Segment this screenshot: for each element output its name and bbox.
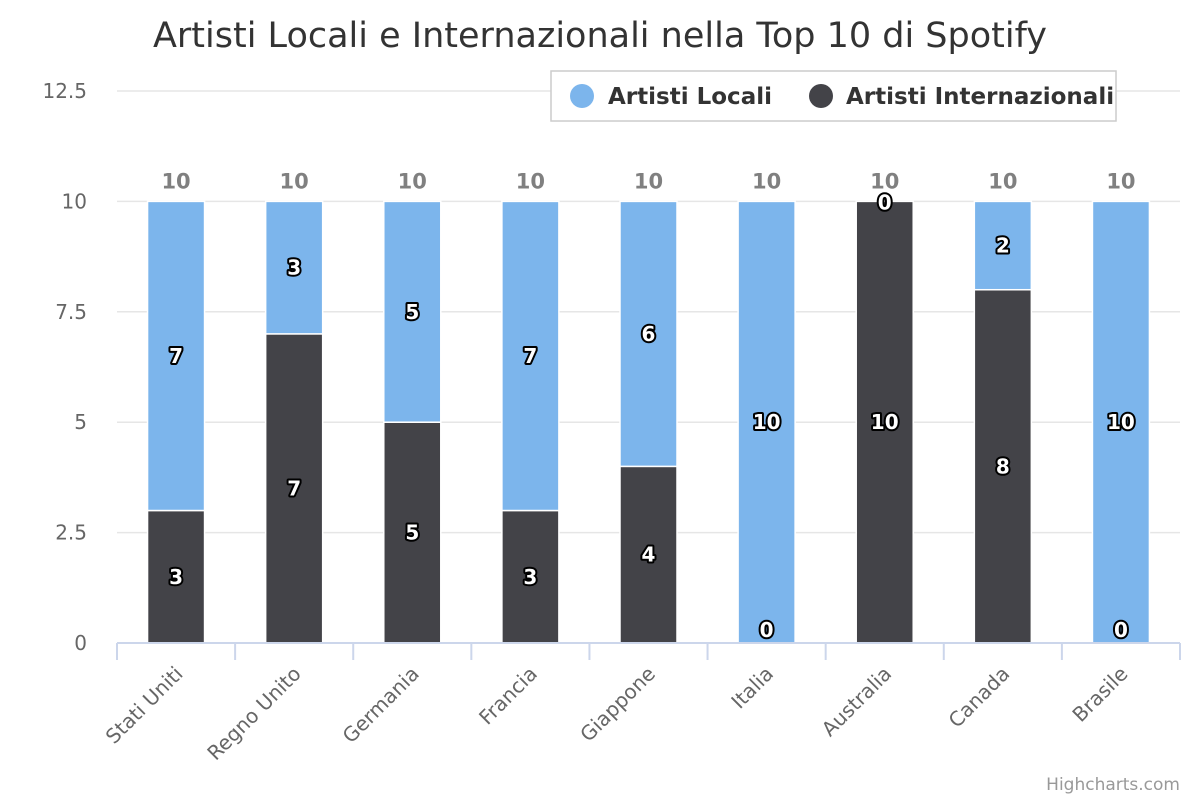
bar-segment[interactable]	[737, 200, 796, 644]
legend-marker	[570, 84, 594, 108]
y-tick-label: 12.5	[42, 79, 87, 103]
data-label: 7	[169, 344, 183, 368]
legend-box	[550, 70, 1117, 122]
y-tick-label: 7.5	[55, 300, 87, 324]
stack-total-label: 10	[398, 169, 427, 193]
x-tick-label: Giappone	[575, 662, 660, 747]
legend-item[interactable]: Artisti Locali	[570, 84, 772, 110]
legend-label: Artisti Internazionali	[846, 84, 1114, 110]
data-label: 3	[169, 565, 183, 589]
x-tick-label: Regno Unito	[202, 662, 305, 765]
stack-total-label: 10	[161, 169, 190, 193]
legend[interactable]: Artisti Locali Artisti Internazionali	[550, 70, 1117, 122]
bar-segment[interactable]	[501, 200, 560, 512]
data-label: 7	[287, 476, 301, 500]
x-axis: Stati Uniti Regno Unito Germania Francia Gia…	[101, 642, 1181, 765]
bar-segment[interactable]	[146, 509, 206, 644]
data-label: 4	[642, 543, 656, 567]
bar-segment[interactable]	[619, 200, 678, 468]
bar-segment[interactable]	[501, 509, 560, 644]
stack-total-label: 10	[280, 169, 309, 193]
stack-total-label: 10	[1106, 169, 1135, 193]
bar-segment[interactable]	[1091, 200, 1151, 644]
x-tick-label: Australia	[817, 662, 897, 742]
data-label: 7	[523, 344, 537, 368]
bar-segment[interactable]	[264, 200, 324, 335]
data-label: 0	[878, 190, 892, 214]
bar-segment[interactable]	[146, 200, 206, 512]
data-label: 5	[405, 300, 419, 324]
data-label: 3	[287, 256, 301, 280]
legend-item[interactable]: Artisti Internazionali	[809, 84, 1114, 110]
x-tick-label: Italia	[726, 662, 778, 714]
stack-total-label: 10	[634, 169, 663, 193]
data-label: 10	[871, 410, 899, 434]
stack-total-label: 10	[752, 169, 781, 193]
data-label: 10	[1107, 410, 1135, 434]
x-tick-label: Germania	[338, 662, 424, 748]
credits-link[interactable]: Highcharts.com	[1046, 775, 1180, 795]
bar-segment[interactable]	[383, 200, 442, 423]
x-tick-label: Canada	[944, 662, 1015, 733]
data-label: 2	[996, 234, 1010, 258]
legend-marker	[809, 84, 833, 108]
y-axis: 0 2.5 5 7.5 10 12.5	[42, 79, 87, 655]
data-label: 8	[996, 454, 1010, 478]
data-label: 3	[523, 565, 537, 589]
stack-total-label: 10	[988, 169, 1017, 193]
data-label: 0	[760, 618, 774, 642]
bar-segment[interactable]	[855, 200, 914, 644]
y-tick-label: 5	[74, 410, 87, 434]
legend-label: Artisti Locali	[608, 84, 772, 110]
bar-segment[interactable]	[973, 288, 1033, 644]
data-label: 0	[1114, 618, 1128, 642]
bar-segment[interactable]	[973, 200, 1033, 291]
x-tick-label: Francia	[474, 662, 542, 730]
data-label: 6	[642, 322, 656, 346]
y-tick-label: 0	[74, 631, 87, 655]
y-tick-label: 10	[62, 189, 87, 213]
stack-total-label: 10	[516, 169, 545, 193]
data-label: 5	[405, 521, 419, 545]
chart-title: Artisti Locali e Internazionali nella To…	[153, 16, 1047, 56]
x-tick-label: Stati Uniti	[101, 662, 188, 749]
x-tick-label: Brasile	[1067, 662, 1132, 727]
bar-segment[interactable]	[619, 465, 678, 644]
y-tick-label: 2.5	[55, 521, 87, 545]
stack-total-label: 10	[870, 169, 899, 193]
data-label: 10	[753, 410, 781, 434]
